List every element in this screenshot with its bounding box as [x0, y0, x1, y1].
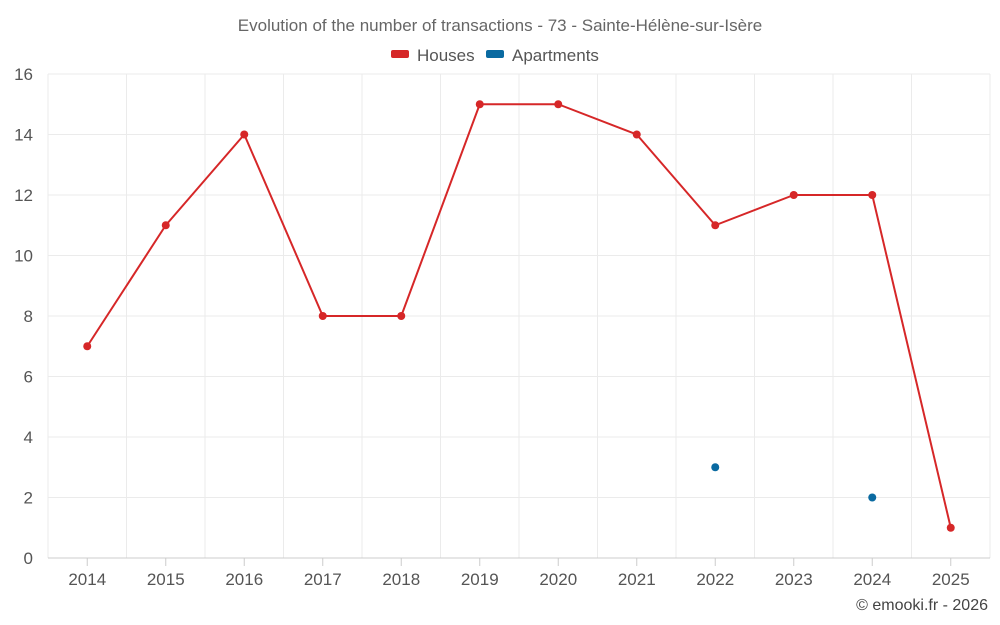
data-point-apartments-2022[interactable] — [711, 463, 720, 472]
legend-label-houses: Houses — [417, 46, 475, 65]
x-tick-label: 2018 — [382, 570, 420, 589]
x-tick-label: 2015 — [147, 570, 185, 589]
x-tick-label: 2016 — [225, 570, 263, 589]
y-tick-label: 10 — [14, 247, 33, 266]
data-point-houses-2024[interactable] — [868, 191, 877, 199]
legend-swatch-houses — [391, 50, 409, 58]
data-point-houses-2015[interactable] — [161, 221, 170, 230]
data-point-houses-2018[interactable] — [397, 312, 406, 320]
y-tick-label: 0 — [24, 549, 33, 568]
x-axis-ticks: 2014 2015 2016 2017 2018 2019 2020 2021 2022 2023… — [68, 558, 970, 589]
x-tick-label: 2017 — [304, 570, 342, 589]
series-houses — [83, 100, 955, 532]
x-tick-label: 2023 — [775, 570, 813, 589]
data-point-houses-2017[interactable] — [318, 312, 327, 320]
data-point-houses-2020[interactable] — [554, 100, 563, 109]
grid — [47, 73, 991, 558]
series-layer — [83, 100, 955, 532]
x-tick-label: 2024 — [853, 570, 891, 589]
legend-label-apartments: Apartments — [512, 46, 599, 65]
data-point-apartments-2024[interactable] — [868, 493, 877, 502]
legend-item-apartments[interactable]: Apartments — [486, 46, 599, 65]
x-tick-label: 2022 — [696, 570, 734, 589]
y-tick-label: 14 — [14, 126, 33, 145]
y-tick-label: 2 — [24, 489, 33, 508]
credit-text: © emooki.fr - 2026 — [856, 597, 988, 614]
y-tick-label: 12 — [14, 186, 33, 205]
data-point-houses-2023[interactable] — [789, 191, 798, 199]
legend: Houses Apartments — [391, 46, 599, 65]
x-tick-label: 2014 — [68, 570, 106, 589]
x-tick-label: 2020 — [539, 570, 577, 589]
x-tick-label: 2025 — [932, 570, 970, 589]
data-point-houses-2016[interactable] — [240, 130, 249, 139]
legend-swatch-apartments — [486, 50, 504, 58]
y-tick-label: 16 — [14, 65, 33, 84]
y-tick-label: 4 — [24, 428, 33, 447]
x-tick-label: 2019 — [461, 570, 499, 589]
data-point-houses-2014[interactable] — [83, 342, 92, 351]
series-line-houses — [86, 103, 952, 528]
series-apartments — [711, 463, 877, 502]
data-point-houses-2019[interactable] — [475, 100, 484, 109]
data-point-houses-2022[interactable] — [711, 221, 720, 230]
y-tick-label: 8 — [24, 307, 33, 326]
data-point-houses-2021[interactable] — [632, 130, 641, 139]
y-tick-label: 6 — [24, 368, 33, 387]
x-tick-label: 2021 — [618, 570, 656, 589]
chart-title: Evolution of the number of transactions … — [238, 16, 762, 35]
data-point-houses-2025[interactable] — [946, 523, 955, 532]
y-axis-ticks: 0 2 4 6 8 10 12 14 16 — [14, 65, 33, 568]
legend-item-houses[interactable]: Houses — [391, 46, 475, 65]
